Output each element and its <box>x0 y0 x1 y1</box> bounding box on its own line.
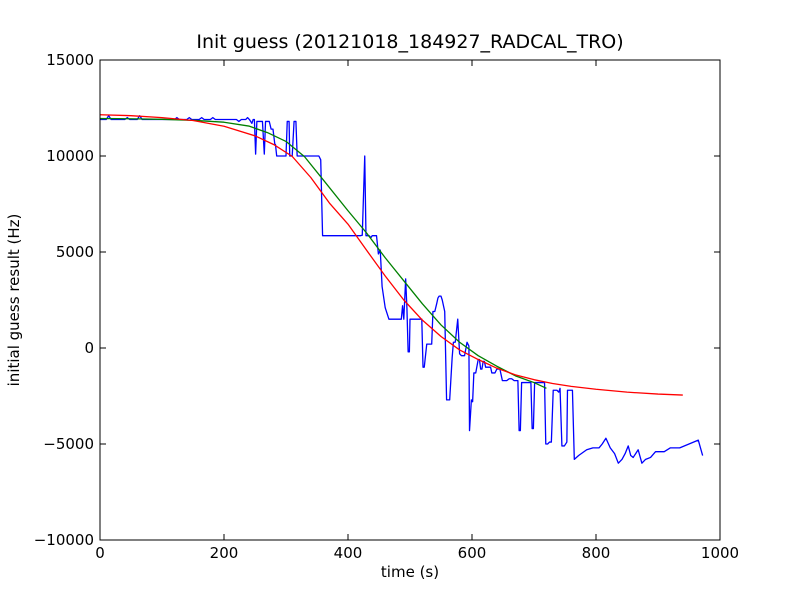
y-tick-label: 5000 <box>56 243 94 261</box>
x-tick-label: 400 <box>334 544 363 562</box>
x-tick-label: 600 <box>458 544 487 562</box>
x-axis-label: time (s) <box>381 563 439 581</box>
y-tick-label: 15000 <box>46 51 94 69</box>
plot-frame <box>99 59 721 541</box>
series-layer <box>100 114 704 464</box>
x-tick-label: 1000 <box>701 544 739 562</box>
series-line-3 <box>100 114 683 396</box>
x-tick-label: 800 <box>582 544 611 562</box>
y-axis-label: initial guess result (Hz) <box>5 214 23 387</box>
y-tick-label: −5000 <box>43 435 94 453</box>
series-line-1 <box>100 115 704 464</box>
y-tick-label: 0 <box>84 339 94 357</box>
y-tick-label: 10000 <box>46 147 94 165</box>
x-tick-label: 200 <box>210 544 239 562</box>
y-ticks: −10000 −5000 0 5000 10000 15000 <box>34 51 720 549</box>
chart-title: Init guess (20121018_184927_RADCAL_TRO) <box>196 31 623 53</box>
x-tick-label: 0 <box>95 544 105 562</box>
y-tick-label: −10000 <box>34 531 94 549</box>
x-ticks: 0 200 400 600 800 1000 <box>95 60 739 562</box>
